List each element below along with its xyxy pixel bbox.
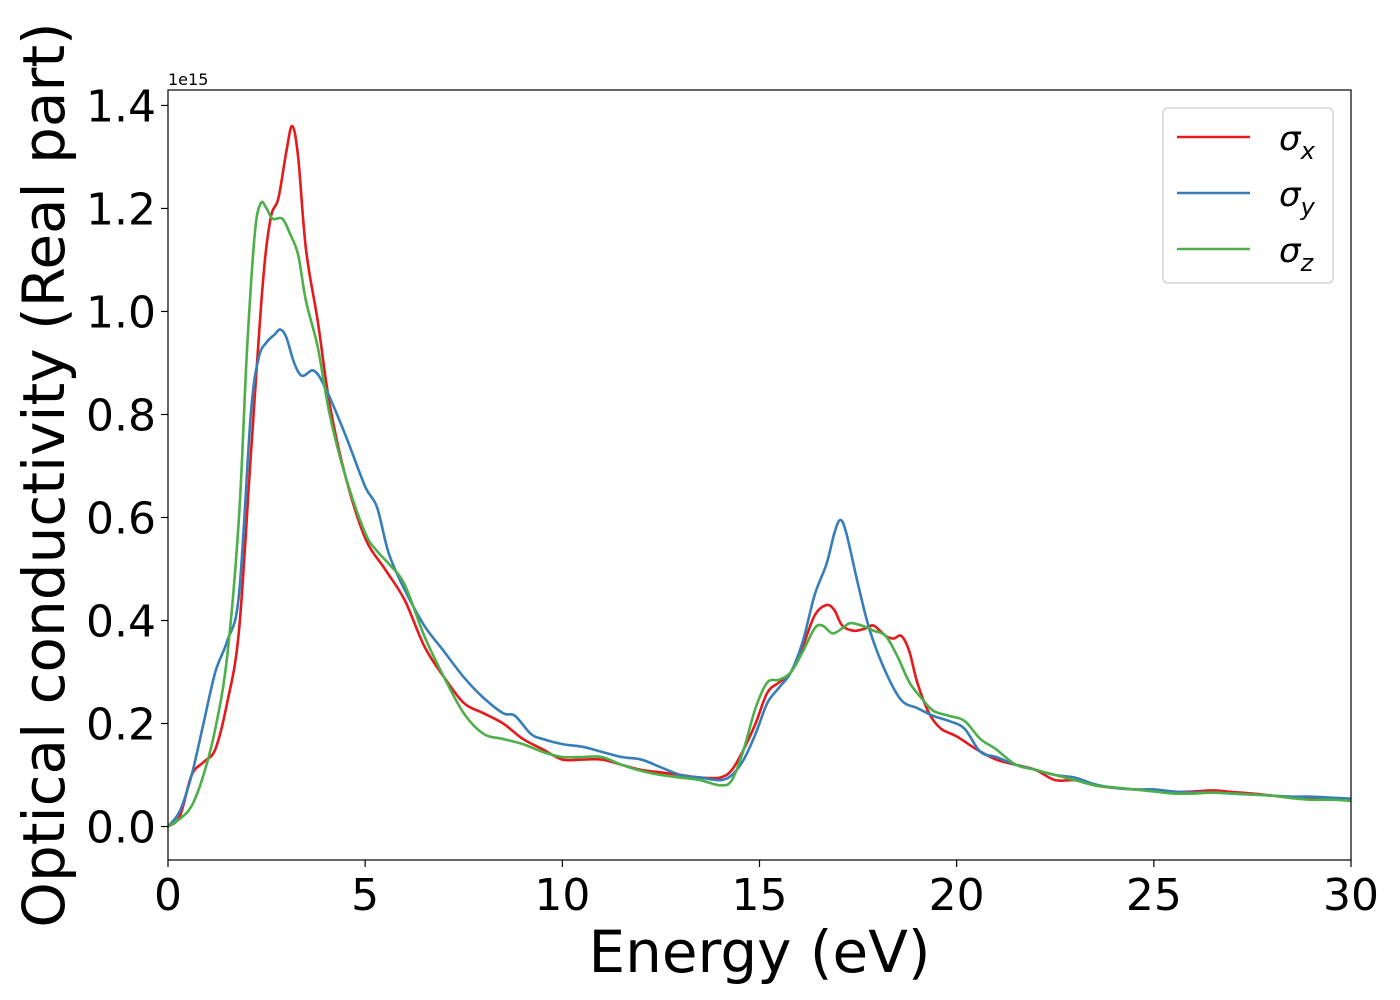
legend-label-y: σy [1279, 175, 1316, 221]
series-line-z [168, 200, 1351, 828]
x-tick-label: 25 [1126, 870, 1182, 921]
y-tick-label: 0.8 [86, 390, 156, 441]
y-offset-label: 1e15 [168, 70, 208, 89]
x-tick-label: 10 [534, 870, 590, 921]
legend-label-z: σz [1279, 231, 1315, 277]
y-tick-label: 0.6 [86, 493, 156, 544]
x-tick-label: 5 [351, 870, 379, 921]
x-tick-label: 20 [929, 870, 985, 921]
legend-symbol: σ [1279, 119, 1302, 159]
legend-symbol: σ [1279, 175, 1302, 215]
series-layer [168, 124, 1351, 828]
x-tick-label: 0 [154, 870, 182, 921]
legend-subscript: y [1300, 193, 1316, 221]
y-tick-label: 0.0 [86, 803, 156, 854]
x-tick-label: 15 [732, 870, 788, 921]
y-tick-label: 0.4 [86, 597, 156, 648]
y-axis-title: Optical conductivity (Real part) [10, 22, 78, 927]
legend-symbol: σ [1279, 231, 1302, 271]
y-tick-label: 1.2 [86, 184, 156, 235]
y-tick-label: 1.0 [86, 287, 156, 338]
legend-label-x: σx [1279, 119, 1316, 165]
legend-subscript: z [1300, 249, 1315, 277]
x-tick-label: 30 [1323, 870, 1379, 921]
legend-subscript: x [1300, 137, 1316, 165]
y-tick-label: 1.4 [86, 81, 156, 132]
x-axis-title: Energy (eV) [588, 918, 930, 986]
y-tick-label: 0.2 [86, 700, 156, 751]
legend-box [1162, 107, 1334, 284]
axes-layer: 0 5 10 15 20 25 30 0.0 0.2 0.4 0.6 0.8 1.0 1.2 1.4 [86, 81, 1379, 921]
series-line-y [168, 328, 1351, 828]
